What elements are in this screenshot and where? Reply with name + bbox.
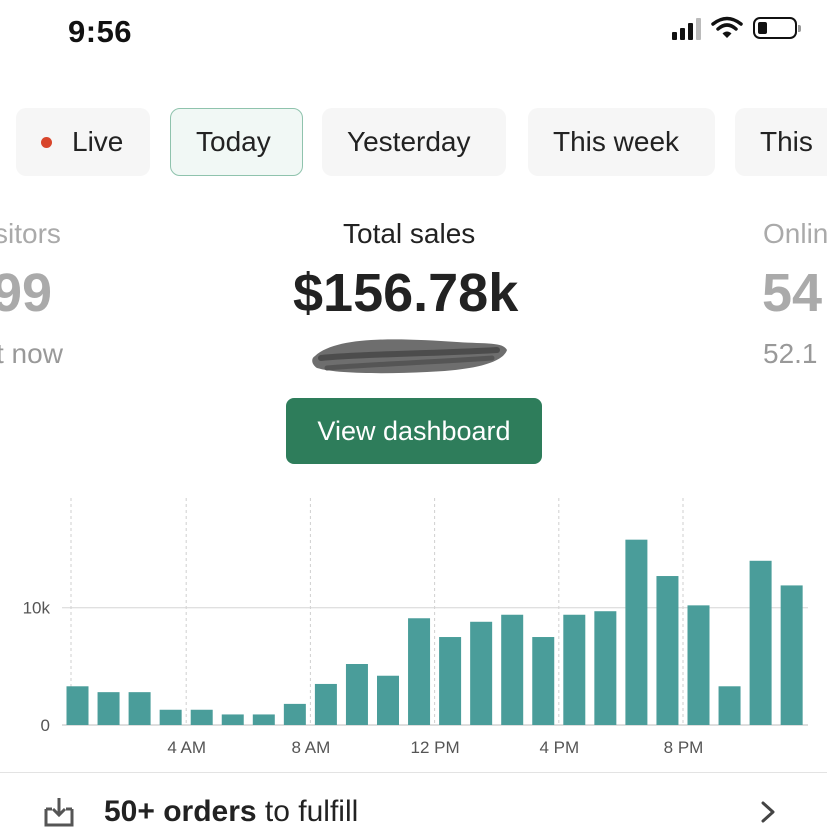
bar	[470, 621, 493, 725]
x-tick-label: 12 PM	[411, 738, 460, 757]
x-tick-label: 4 AM	[167, 738, 206, 757]
x-tick-label: 4 PM	[539, 738, 579, 757]
cellular-signal-icon	[672, 16, 701, 40]
tab-live[interactable]: Live	[16, 108, 150, 176]
visitors-label: sitors	[0, 218, 61, 249]
tab-label: Today	[196, 126, 271, 157]
bar	[128, 692, 151, 725]
wifi-icon	[711, 16, 743, 38]
bar	[314, 683, 337, 725]
chevron-right-icon	[761, 801, 775, 823]
online-store-sub: 52.1	[763, 338, 818, 369]
bar	[780, 585, 803, 725]
bar	[97, 692, 120, 725]
tab-label: This	[760, 126, 813, 157]
bar	[625, 539, 648, 725]
bar	[749, 560, 772, 725]
y-tick-label: 10k	[23, 599, 51, 618]
view-dashboard-button[interactable]: View dashboard	[286, 398, 542, 464]
bar	[66, 686, 89, 725]
tab-today[interactable]: Today	[170, 108, 303, 176]
period-tabs: Live Today Yesterday This week This	[16, 108, 827, 178]
live-dot-icon	[41, 136, 52, 148]
total-sales-value: $156.78k	[293, 263, 519, 323]
bar	[408, 618, 431, 725]
visitors-value: 99	[0, 263, 53, 323]
online-store-value: 54	[762, 263, 823, 323]
tab-this-month[interactable]: This	[735, 108, 827, 176]
x-tick-label: 8 AM	[292, 738, 331, 757]
bar	[563, 614, 586, 725]
bar	[252, 714, 275, 725]
bar	[718, 686, 741, 725]
bar	[439, 637, 462, 725]
redaction-scribble	[312, 339, 507, 374]
orders-to-fulfill-row[interactable]: 50+ orders to fulfill	[0, 773, 827, 833]
orders-count: 50+ orders	[104, 795, 257, 828]
bar	[283, 703, 306, 725]
tab-label: Live	[72, 126, 124, 157]
inbox-download-icon	[44, 798, 74, 827]
bar	[594, 611, 617, 725]
online-store-label: Onlin	[763, 218, 827, 249]
bar	[221, 714, 244, 725]
bar	[190, 709, 213, 725]
orders-suffix: to fulfill	[256, 795, 359, 828]
battery-icon	[753, 17, 801, 39]
tab-this-week[interactable]: This week	[528, 108, 715, 176]
y-tick-label: 0	[41, 716, 50, 735]
bar	[532, 637, 555, 725]
total-sales-label: Total sales	[343, 218, 476, 249]
bar	[687, 605, 710, 725]
bar	[501, 614, 524, 725]
visitors-sub: t now	[0, 338, 63, 369]
bar	[159, 709, 182, 725]
hourly-sales-chart: 0 10k 4 AM 8 AM 12 PM 4 PM 8 PM	[23, 498, 808, 757]
status-icons	[672, 16, 801, 40]
tab-label: Yesterday	[347, 126, 471, 157]
orders-to-fulfill-text: 50+ orders to fulfill	[104, 795, 358, 829]
divider	[0, 772, 827, 773]
bar	[345, 664, 368, 725]
tab-label: This week	[553, 126, 680, 157]
x-tick-label: 8 PM	[664, 738, 704, 757]
bar	[377, 675, 399, 725]
status-time: 9:56	[68, 14, 133, 49]
bar	[656, 576, 679, 725]
tab-yesterday[interactable]: Yesterday	[322, 108, 506, 176]
